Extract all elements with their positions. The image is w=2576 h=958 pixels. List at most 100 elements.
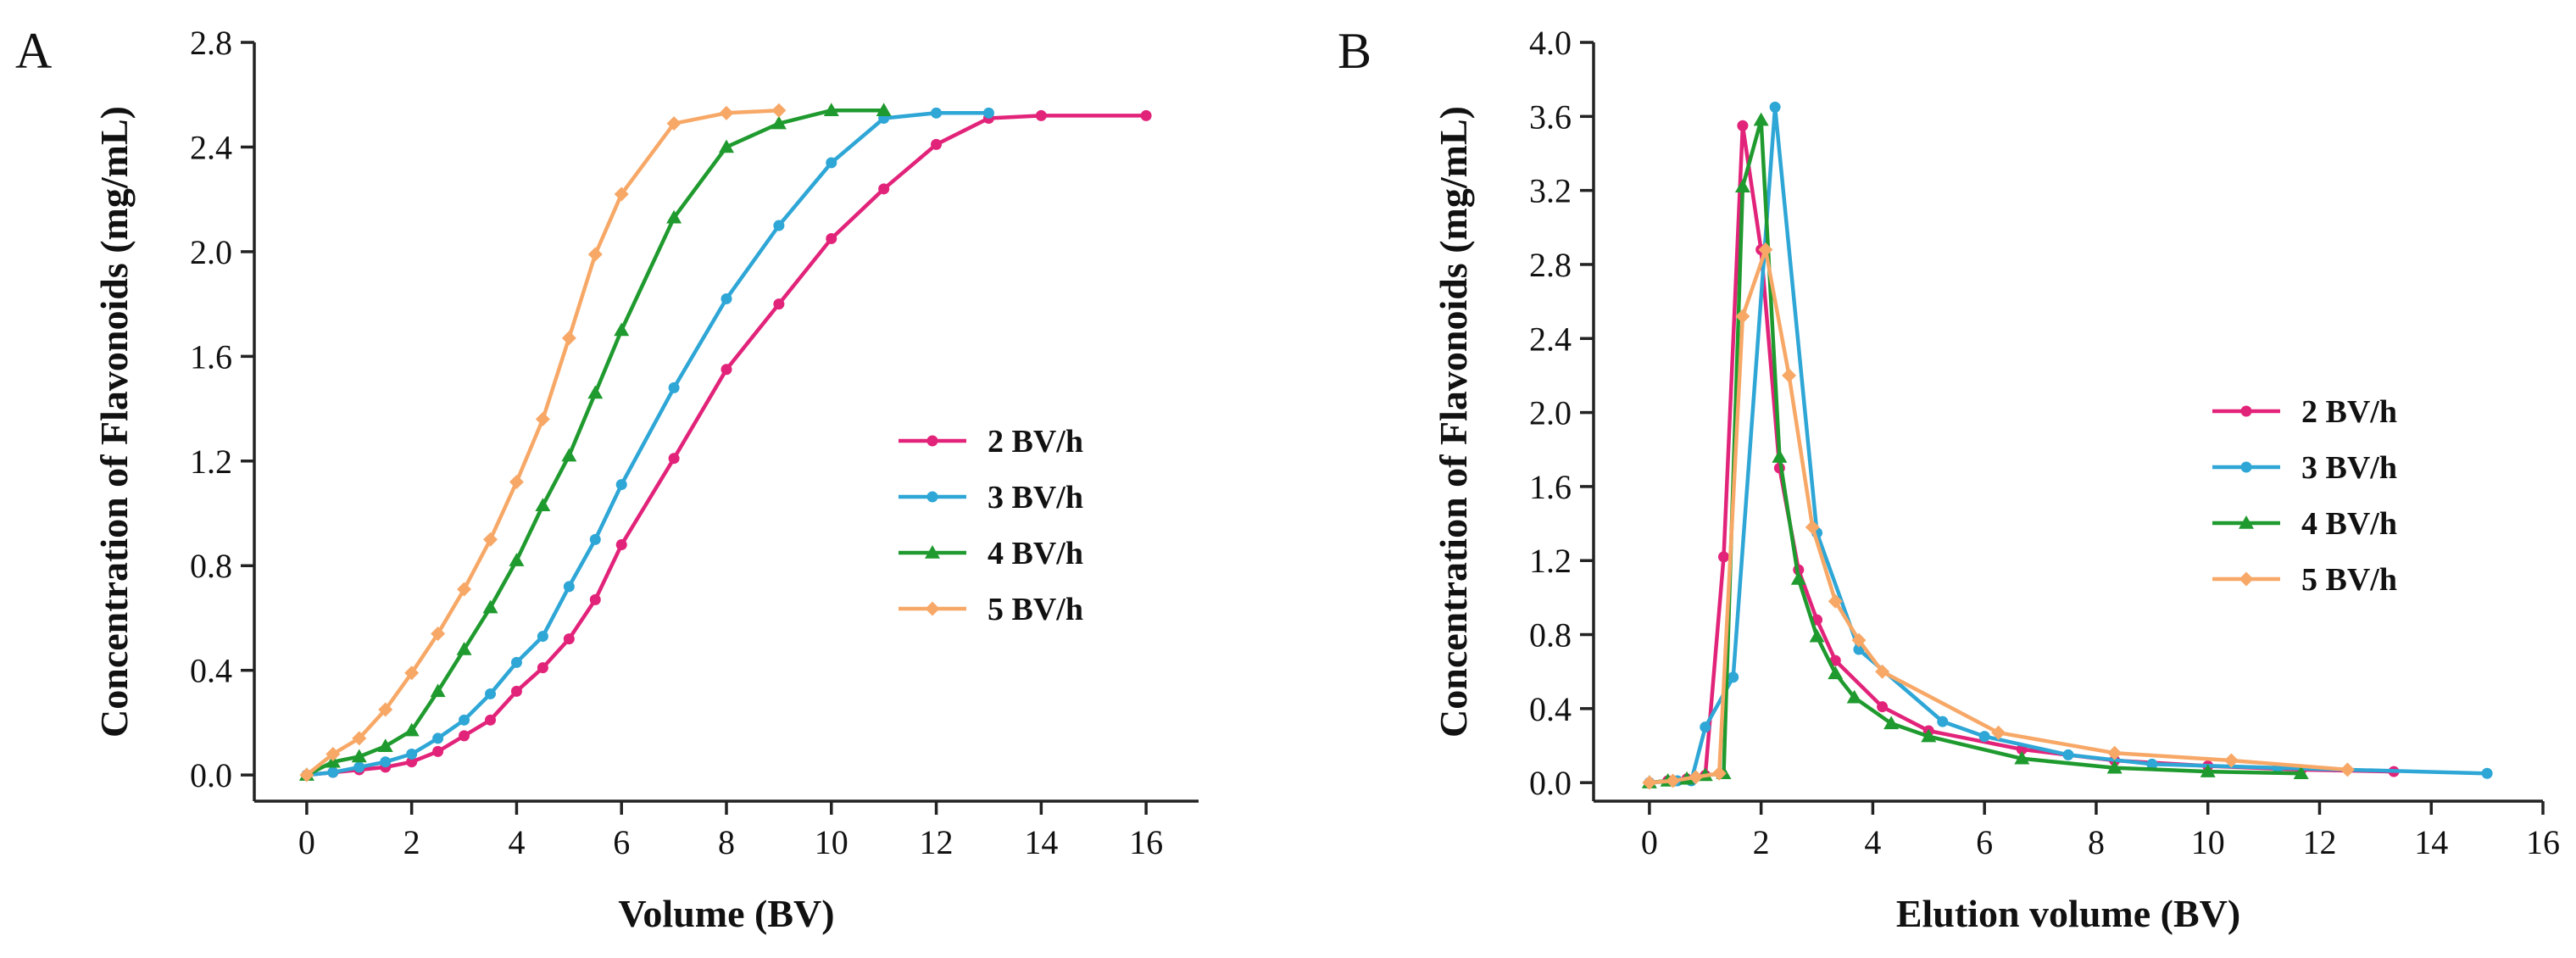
data-point (378, 702, 393, 717)
data-point (1735, 309, 1750, 324)
legend-entry-label: 4 BV/h (2301, 506, 2397, 542)
x-tick-label: 4 (1864, 823, 1881, 861)
data-point (561, 448, 577, 462)
data-point (1828, 666, 1844, 680)
data-point (485, 688, 496, 699)
data-point (587, 247, 603, 262)
panel-label: A (15, 23, 52, 79)
series-line (1649, 105, 2488, 785)
data-point (2340, 762, 2355, 777)
data-point (1753, 112, 1769, 126)
series-3bvh (301, 107, 994, 781)
data-point (878, 183, 890, 195)
data-point (377, 738, 393, 752)
data-point (614, 322, 630, 337)
data-point (931, 107, 943, 119)
data-point (1737, 120, 1749, 131)
data-point (535, 411, 550, 426)
data-point (1666, 773, 1681, 788)
y-tick-label: 1.2 (1529, 542, 1572, 580)
data-point (459, 714, 470, 726)
data-point (1978, 731, 1990, 743)
data-point (563, 581, 575, 593)
legend-marker (2240, 461, 2252, 473)
data-point (1758, 242, 1773, 257)
data-point (1790, 571, 1806, 585)
data-point (1734, 179, 1750, 193)
data-point (773, 298, 785, 310)
x-tick-label: 12 (2302, 823, 2336, 861)
chart-panel-a: A 0 2 4 6 8 10 12 14 16 0.0 0.4 0.8 1.2 1.6 2.0 2.4 2.8 Vo… (15, 23, 1199, 935)
x-tick-label: 8 (2088, 823, 2105, 861)
y-tick-label: 1.2 (190, 443, 232, 481)
x-axis-title: Elution volume (BV) (1896, 892, 2240, 935)
data-point (931, 138, 943, 150)
data-point (1877, 701, 1889, 713)
data-point (510, 656, 522, 668)
data-point (1140, 109, 1152, 121)
y-tick-label: 3.2 (1529, 172, 1572, 210)
y-tick-label: 2.4 (190, 128, 232, 166)
panel-label: B (1338, 23, 1371, 79)
legend-marker (2239, 571, 2254, 587)
legend-marker (925, 545, 940, 559)
data-point (589, 533, 601, 545)
data-point (823, 103, 839, 116)
data-point (1769, 101, 1781, 113)
data-point (327, 766, 339, 778)
legend-entry-label: 4 BV/h (988, 536, 1083, 571)
x-tick-label: 2 (403, 823, 420, 861)
y-tick-label: 0.4 (190, 652, 232, 690)
data-point (351, 749, 367, 763)
x-tick-label: 4 (508, 823, 525, 861)
data-point (482, 599, 498, 614)
legend-marker (926, 435, 938, 447)
data-point (614, 187, 629, 202)
x-tick-label: 8 (718, 823, 735, 861)
data-point (1642, 775, 1657, 790)
x-tick-label: 12 (920, 823, 954, 861)
x-tick-label: 16 (2526, 823, 2560, 861)
data-point (561, 331, 576, 346)
x-tick-label: 6 (613, 823, 630, 861)
data-point (1809, 628, 1825, 643)
series-2bvh (1644, 120, 2400, 788)
x-tick-label: 6 (1976, 823, 1993, 861)
y-tick-label: 2.4 (1529, 320, 1572, 358)
legend-entry-label: 5 BV/h (2301, 562, 2397, 598)
data-point (615, 479, 627, 491)
data-point (1991, 725, 2006, 740)
data-point (2146, 758, 2158, 770)
legend-entry-label: 2 BV/h (988, 424, 1083, 460)
y-tick-label: 0.8 (1529, 616, 1572, 654)
legend: 2 BV/h 3 BV/h 4 BV/h 5 BV/h (899, 424, 1083, 627)
data-point (666, 116, 682, 131)
data-point (459, 730, 470, 742)
series-line (306, 114, 1147, 777)
data-point (1875, 664, 1890, 679)
y-axis-title: Concentration of Flavonoids (mg/mL) (92, 106, 136, 738)
data-point (668, 382, 680, 393)
data-point (2107, 745, 2123, 760)
x-tick-label: 10 (815, 823, 848, 861)
data-point (2293, 766, 2309, 780)
series-line (305, 108, 780, 777)
legend-marker (926, 491, 938, 503)
data-point (773, 220, 785, 231)
series-line (305, 108, 884, 777)
data-point (537, 662, 548, 674)
data-point (403, 722, 420, 737)
y-tick-label: 0.4 (1529, 690, 1572, 728)
data-point (456, 642, 472, 655)
data-point (325, 746, 341, 761)
x-tick-label: 10 (2191, 823, 2225, 861)
data-point (721, 364, 732, 376)
data-point (826, 232, 837, 244)
y-tick-label: 2.8 (1529, 246, 1572, 284)
data-point (719, 105, 734, 120)
data-point (1711, 766, 1727, 781)
data-point (1805, 520, 1820, 535)
y-tick-label: 4.0 (1529, 24, 1572, 62)
data-point (430, 683, 446, 698)
